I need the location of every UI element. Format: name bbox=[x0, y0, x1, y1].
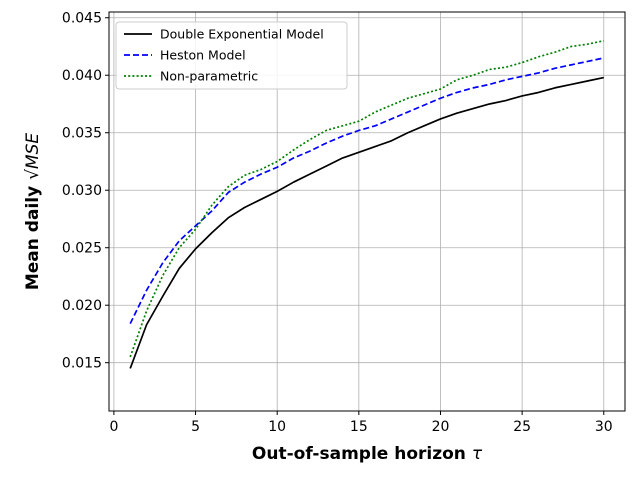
y-tick-label: 0.025 bbox=[62, 241, 102, 257]
y-axis-label-symbol: √MSE bbox=[23, 133, 43, 180]
y-tick-label: 0.030 bbox=[62, 183, 102, 199]
series-line-1 bbox=[129, 76, 604, 369]
axis-ticks: 0 5 10 15 20 25 30 0.015 0.020 0.025 0.030 0.035 0.0… bbox=[62, 11, 613, 435]
legend-label: Heston Model bbox=[160, 48, 246, 63]
legend-box bbox=[115, 21, 348, 90]
x-tick-label: 20 bbox=[432, 419, 450, 435]
series-line-3 bbox=[129, 39, 604, 358]
legend-label: Non-parametric bbox=[160, 69, 258, 84]
y-tick-label: 0.045 bbox=[62, 11, 102, 27]
series-line-2 bbox=[129, 57, 604, 324]
legend: Double Exponential Model Heston Model Non-… bbox=[115, 21, 348, 90]
y-axis-label-text: Mean daily bbox=[23, 186, 43, 290]
x-tick-label: 10 bbox=[268, 419, 286, 435]
x-tick-label: 30 bbox=[595, 419, 613, 435]
y-tick-label: 0.020 bbox=[62, 298, 102, 314]
x-tick-label: 25 bbox=[513, 419, 531, 435]
x-tick-label: 0 bbox=[109, 419, 118, 435]
y-tick-label: 0.035 bbox=[62, 126, 102, 142]
x-axis-label-text: Out-of-sample horizon bbox=[252, 444, 466, 464]
x-axis-label: Out-of-sample horizon τ bbox=[252, 444, 483, 464]
series-lines bbox=[129, 39, 604, 369]
plot-frame bbox=[108, 11, 626, 412]
y-axis-label: Mean daily √MSE bbox=[23, 133, 43, 291]
y-tick-label: 0.015 bbox=[62, 356, 102, 372]
y-tick-label: 0.040 bbox=[62, 68, 102, 84]
x-tick-label: 5 bbox=[191, 419, 200, 435]
x-tick-label: 15 bbox=[350, 419, 368, 435]
x-axis-label-symbol: τ bbox=[472, 444, 483, 464]
legend-label: Double Exponential Model bbox=[160, 27, 324, 42]
